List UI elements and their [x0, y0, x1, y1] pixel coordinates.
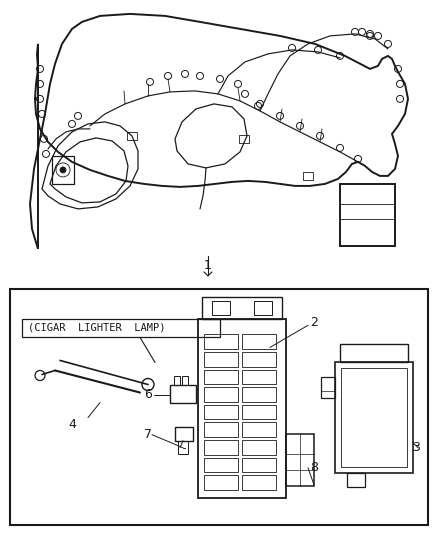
Bar — [242, 352, 276, 367]
Text: 1: 1 — [204, 260, 212, 272]
Bar — [178, 441, 188, 454]
Bar — [341, 368, 407, 467]
Bar — [182, 376, 188, 384]
Bar — [347, 473, 365, 487]
Bar — [239, 135, 249, 143]
Bar — [335, 362, 413, 473]
Bar — [22, 319, 220, 337]
Text: 6: 6 — [144, 388, 152, 401]
Bar — [340, 344, 408, 362]
Text: 7: 7 — [144, 428, 152, 441]
Bar — [242, 369, 276, 384]
Bar — [303, 172, 313, 180]
Bar — [242, 440, 276, 455]
Bar — [204, 369, 238, 384]
Bar — [242, 334, 276, 349]
Bar — [204, 475, 238, 490]
Bar — [242, 458, 276, 472]
Bar — [204, 423, 238, 437]
Bar — [242, 405, 276, 419]
Bar — [198, 319, 286, 498]
Bar — [170, 384, 196, 402]
Bar — [286, 434, 314, 486]
Text: 3: 3 — [412, 441, 420, 454]
Text: 4: 4 — [68, 418, 76, 431]
Text: (CIGAR  LIGHTER  LAMP): (CIGAR LIGHTER LAMP) — [28, 322, 166, 332]
Bar — [204, 458, 238, 472]
Bar — [204, 387, 238, 402]
Bar — [242, 423, 276, 437]
Bar — [52, 156, 74, 184]
Bar — [204, 334, 238, 349]
Bar — [212, 301, 230, 316]
Bar — [127, 132, 137, 140]
Bar — [242, 387, 276, 402]
Bar — [204, 405, 238, 419]
Bar — [204, 440, 238, 455]
Bar — [175, 426, 193, 441]
Bar — [202, 297, 282, 319]
Text: 8: 8 — [310, 461, 318, 474]
Bar — [254, 301, 272, 316]
Bar — [242, 475, 276, 490]
Bar — [204, 352, 238, 367]
Bar — [321, 377, 335, 398]
Circle shape — [60, 167, 66, 173]
Bar — [340, 184, 395, 246]
Bar — [174, 376, 180, 384]
Text: 2: 2 — [310, 316, 318, 329]
